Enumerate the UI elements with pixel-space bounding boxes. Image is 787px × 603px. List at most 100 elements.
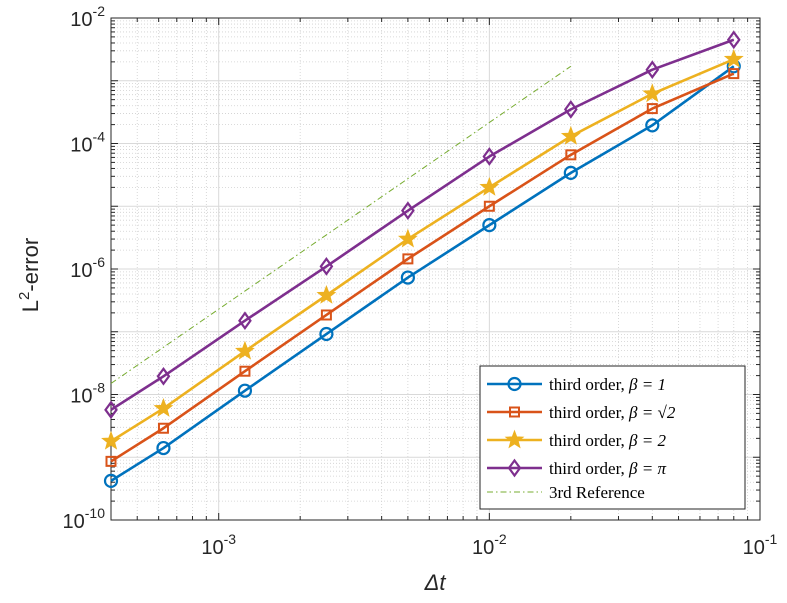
y-tick-label-exp: -6 — [93, 254, 106, 270]
series-line — [110, 65, 735, 482]
legend-marker — [507, 458, 522, 478]
series-1 — [103, 59, 741, 488]
data-point-marker — [157, 422, 169, 434]
legend-entry: third order, β = √2 — [487, 403, 676, 422]
series-4 — [104, 30, 741, 420]
x-tick-label-exp: -2 — [494, 531, 507, 547]
data-point-marker — [482, 218, 497, 233]
y-tick-label-exp: -4 — [93, 129, 106, 145]
legend-label: 3rd Reference — [549, 483, 645, 502]
y-tick-label-base: 10 — [70, 9, 92, 31]
x-tick-label: 10-2 — [472, 531, 507, 559]
data-point-marker — [319, 326, 334, 342]
x-tick-label-base: 10 — [743, 537, 765, 559]
legend-entry-reference: 3rd Reference — [487, 483, 645, 502]
data-point-marker — [397, 228, 418, 248]
y-tick-label: 10-8 — [70, 380, 105, 408]
legend-entry: third order, β = π — [487, 458, 666, 478]
tick-marks — [110, 17, 761, 521]
data-point-marker — [728, 68, 740, 80]
data-point-marker — [483, 200, 495, 212]
y-tick-label-exp: -8 — [93, 380, 106, 396]
data-point-marker — [482, 147, 497, 166]
y-axis-label-rest: -error — [18, 238, 43, 292]
data-point-marker — [105, 455, 117, 467]
data-point-marker — [319, 257, 334, 276]
legend-label-prefix: third order, — [549, 375, 629, 394]
data-point-marker — [642, 83, 663, 103]
legend-marker — [504, 429, 525, 449]
data-point-marker — [645, 60, 660, 80]
legend-label: third order, β = 1 — [549, 375, 666, 394]
data-point-marker — [646, 103, 658, 115]
data-point-marker — [237, 383, 253, 398]
data-point-marker — [723, 48, 744, 68]
data-point-marker — [153, 398, 174, 417]
x-tick-label-exp: -3 — [224, 531, 237, 547]
y-axis-label-sup: 2 — [16, 292, 33, 300]
legend-marker — [507, 376, 522, 392]
legend-label: third order, β = √2 — [549, 403, 676, 422]
x-tick-label-exp: -1 — [765, 531, 778, 547]
data-point-marker — [563, 99, 578, 119]
series-line — [110, 38, 735, 411]
legend-label-prefix: third order, — [549, 431, 629, 450]
series-layer — [101, 30, 744, 488]
data-point-marker — [239, 365, 251, 377]
data-point-marker — [402, 253, 414, 265]
legend-label: third order, β = 2 — [549, 431, 666, 450]
x-tick-label: 10-3 — [201, 531, 236, 559]
y-tick-label-base: 10 — [70, 386, 92, 408]
y-axis-label: L2-error — [16, 238, 43, 312]
legend-entry: third order, β = 2 — [487, 429, 666, 450]
data-point-marker — [565, 149, 577, 161]
legend-label-math: β = √2 — [628, 403, 676, 422]
data-point-marker — [104, 400, 118, 420]
legend-label-math: β = 2 — [628, 431, 666, 450]
x-tick-label-base: 10 — [472, 537, 494, 559]
legend-box — [479, 365, 746, 510]
data-point-marker — [645, 118, 660, 133]
y-tick-label: 10-6 — [70, 254, 105, 282]
data-point-marker — [103, 473, 119, 488]
data-point-marker — [316, 284, 337, 304]
data-point-marker — [563, 165, 578, 180]
x-tick-label-base: 10 — [201, 537, 223, 559]
data-point-marker — [101, 430, 121, 450]
data-point-marker — [156, 366, 171, 386]
data-point-marker — [726, 30, 741, 50]
y-tick-label: 10-4 — [70, 129, 105, 157]
y-tick-label-base: 10 — [70, 135, 92, 157]
series-2 — [105, 68, 740, 467]
legend-label-math: β = π — [628, 459, 666, 478]
data-point-marker — [479, 176, 500, 196]
data-point-marker — [238, 311, 252, 331]
data-point-marker — [235, 340, 255, 360]
x-tick-label: 10-1 — [743, 531, 778, 559]
data-point-marker — [156, 440, 171, 456]
y-tick-label-exp: -10 — [85, 505, 105, 521]
major-grid — [111, 17, 761, 521]
y-tick-label-base: 10 — [63, 511, 85, 533]
legend-entry: third order, β = 1 — [487, 375, 666, 394]
data-point-marker — [320, 309, 332, 321]
y-axis-label-base: L — [18, 300, 43, 312]
legend-marker — [509, 406, 520, 418]
y-tick-label: 10-10 — [63, 505, 106, 533]
y-tick-label: 10-2 — [70, 3, 105, 31]
legend-label-prefix: third order, — [549, 403, 629, 422]
reference-line-group — [110, 65, 572, 384]
legend-label-prefix: third order, — [549, 459, 629, 478]
data-point-marker — [401, 201, 415, 221]
x-axis-label: Δt — [424, 570, 447, 595]
reference-line — [110, 65, 572, 384]
data-point-marker — [560, 125, 581, 145]
legend-label: third order, β = π — [549, 459, 666, 478]
y-tick-label-exp: -2 — [93, 3, 106, 19]
legend-label-math: β = 1 — [628, 375, 666, 394]
y-tick-label-base: 10 — [70, 260, 92, 282]
series-3 — [101, 48, 744, 450]
